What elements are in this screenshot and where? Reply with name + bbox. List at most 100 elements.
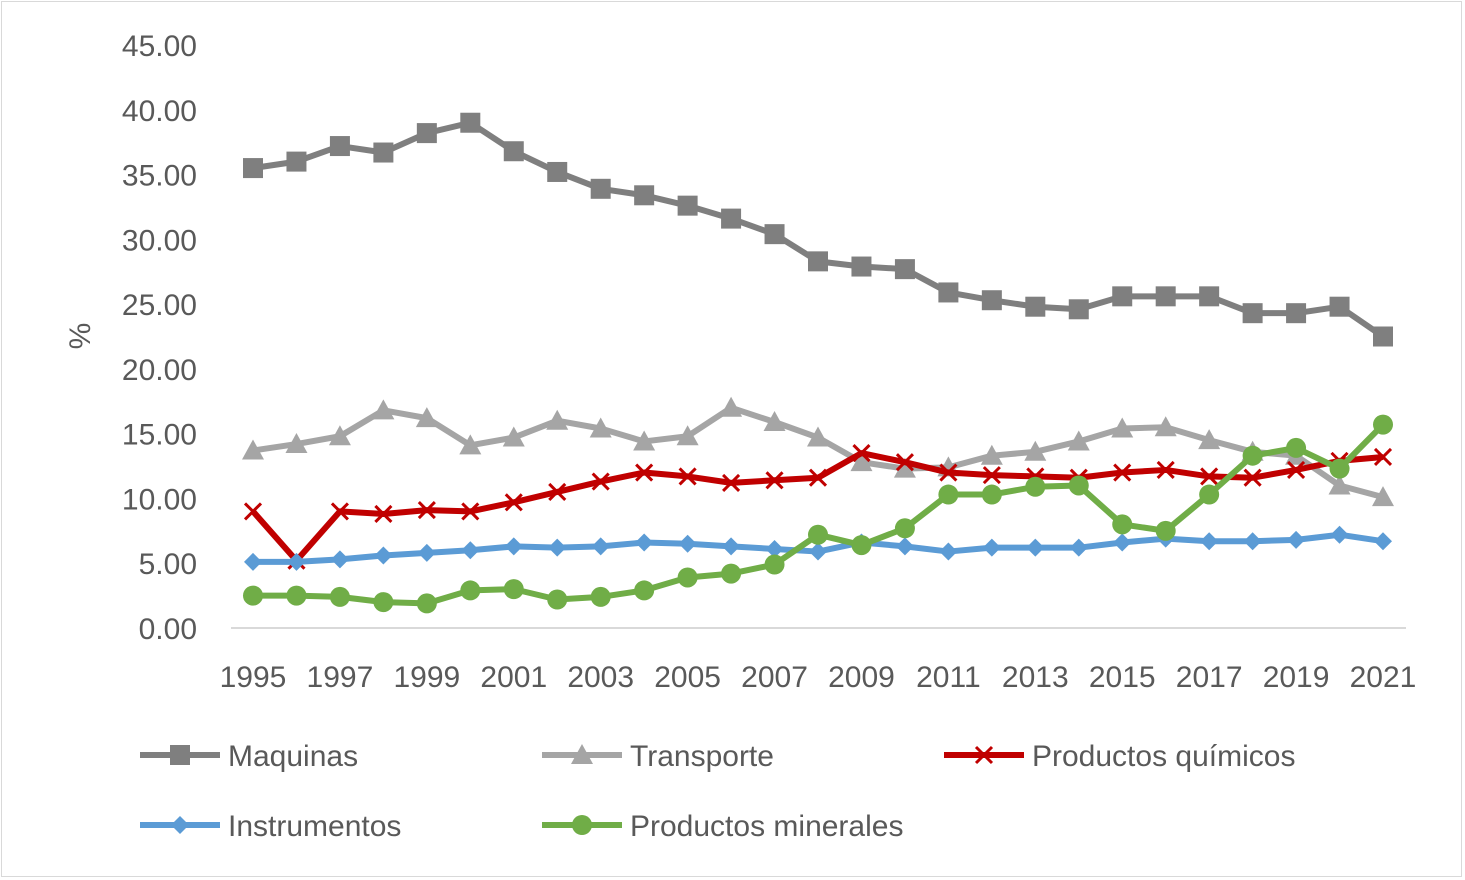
square-marker xyxy=(243,158,263,179)
circle-marker xyxy=(894,518,915,539)
y-tick-label: 25.00 xyxy=(122,289,197,322)
x-tick-label: 1997 xyxy=(307,661,374,694)
triangle-marker xyxy=(720,396,743,417)
y-tick-label: 30.00 xyxy=(122,224,197,257)
circle-marker xyxy=(460,580,481,601)
series-maquinas xyxy=(243,112,1393,347)
square-marker xyxy=(1112,286,1133,307)
diamond-marker xyxy=(417,543,436,562)
triangle-marker xyxy=(1024,440,1047,461)
x-marker xyxy=(330,502,349,521)
triangle-marker xyxy=(415,407,438,428)
x-marker xyxy=(765,471,784,490)
circle-marker xyxy=(1242,445,1263,466)
circle-marker xyxy=(286,585,307,606)
triangle-marker xyxy=(1372,486,1394,507)
circle-marker xyxy=(503,579,524,600)
x-axis: 1995 1997 1999 2001 2003 2005 2007 2009 2011 2013… xyxy=(220,627,1417,694)
diamond-marker xyxy=(244,552,262,571)
circle-marker xyxy=(243,585,263,606)
circle-marker xyxy=(981,484,1002,505)
circle-marker xyxy=(1068,475,1089,496)
triangle-marker xyxy=(546,409,569,430)
x-tick-label: 2009 xyxy=(828,661,895,694)
y-tick-label: 40.00 xyxy=(122,95,197,128)
square-marker xyxy=(1068,299,1089,320)
x-marker xyxy=(1200,467,1219,486)
triangle-marker xyxy=(459,434,482,455)
x-marker xyxy=(852,444,871,463)
diamond-marker xyxy=(548,538,567,557)
x-marker xyxy=(548,482,567,502)
x-marker xyxy=(678,467,697,486)
circle-marker xyxy=(1199,484,1220,505)
legend-label: Transporte xyxy=(630,740,774,773)
diamond-marker xyxy=(1113,533,1132,552)
legend: Maquinas Transporte Productos químicos Inst… xyxy=(140,740,1295,843)
x-tick-label: 1995 xyxy=(220,661,287,694)
legend-item: Productos químicos xyxy=(944,740,1295,773)
square-marker xyxy=(1155,286,1176,307)
circle-marker xyxy=(808,524,828,545)
triangle-marker xyxy=(850,451,873,472)
triangle-marker xyxy=(1328,474,1351,495)
diamond-marker xyxy=(1287,530,1306,549)
diamond-marker xyxy=(504,537,523,556)
diamond-marker xyxy=(809,542,827,561)
square-marker xyxy=(590,178,611,199)
square-marker xyxy=(634,185,655,206)
square-marker xyxy=(1199,286,1220,307)
circle-marker xyxy=(677,567,698,588)
circle-marker xyxy=(547,589,568,610)
triangle-marker xyxy=(242,439,264,460)
triangle-marker xyxy=(1067,430,1090,451)
x-marker xyxy=(974,745,994,765)
circle-marker xyxy=(590,586,611,607)
triangle-marker xyxy=(1198,429,1221,450)
legend-label: Productos minerales xyxy=(630,810,903,843)
circle-marker xyxy=(572,815,592,835)
triangle-marker xyxy=(571,744,593,764)
square-marker xyxy=(894,259,915,280)
diamond-marker xyxy=(374,546,393,565)
diamond-marker xyxy=(678,534,697,553)
triangle-marker xyxy=(589,417,612,438)
y-tick-label: 0.00 xyxy=(139,613,197,646)
x-marker xyxy=(461,502,480,521)
triangle-marker xyxy=(285,433,308,454)
x-marker xyxy=(808,468,828,487)
square-marker xyxy=(1373,326,1393,347)
circle-marker xyxy=(634,580,655,601)
square-marker xyxy=(808,251,828,272)
x-marker xyxy=(417,501,436,520)
circle-marker xyxy=(851,535,872,556)
y-tick-label: 35.00 xyxy=(122,160,197,193)
y-tick-label: 45.00 xyxy=(122,30,197,63)
diamond-marker xyxy=(171,816,189,834)
x-marker xyxy=(1243,468,1262,487)
x-tick-label: 2003 xyxy=(567,661,634,694)
legend-label: Productos químicos xyxy=(1032,740,1295,773)
legend-item: Maquinas xyxy=(140,740,358,773)
circle-marker xyxy=(373,592,394,613)
x-tick-label: 2019 xyxy=(1263,661,1330,694)
x-tick-label: 2021 xyxy=(1350,661,1417,694)
square-marker xyxy=(764,224,785,245)
square-marker xyxy=(721,208,742,229)
square-marker xyxy=(1025,296,1046,317)
x-marker xyxy=(939,463,958,482)
square-marker xyxy=(373,142,394,163)
x-tick-label: 2011 xyxy=(916,661,981,694)
x-tick-label: 2015 xyxy=(1089,661,1156,694)
square-marker xyxy=(981,290,1002,311)
triangle-marker xyxy=(980,444,1003,465)
circle-marker xyxy=(416,593,437,614)
x-tick-label: 2005 xyxy=(654,661,721,694)
circle-marker xyxy=(1329,458,1350,479)
y-tick-label: 10.00 xyxy=(122,483,197,516)
circle-marker xyxy=(1025,476,1046,497)
legend-item: Productos minerales xyxy=(542,810,903,843)
square-marker xyxy=(416,123,437,144)
triangle-marker xyxy=(502,426,525,447)
